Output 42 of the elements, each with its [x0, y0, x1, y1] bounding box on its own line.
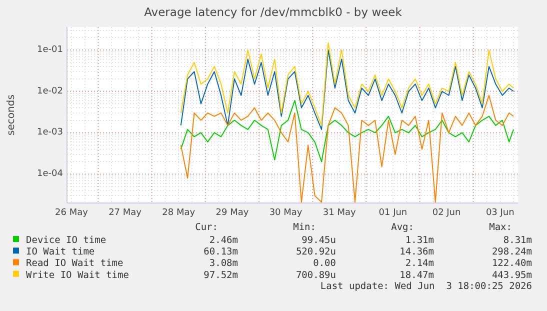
- legend-label: Device IO time: [26, 235, 106, 246]
- text: 0.00: [313, 258, 336, 270]
- x-tick-label: 28 May: [162, 208, 196, 218]
- text: 700.89u: [296, 270, 336, 281]
- legend-label: Read IO Wait time: [26, 258, 124, 270]
- text: 97.52m: [204, 270, 238, 281]
- y-tick-label: 1e-01: [37, 45, 63, 56]
- text: 60.13m: [204, 246, 238, 258]
- text: 520.92u: [296, 246, 336, 258]
- legend-label: IO Wait time: [26, 246, 95, 258]
- text: Cur:: [195, 222, 218, 233]
- text: Avg:: [391, 222, 414, 233]
- y-tick-label: 1e-03: [37, 128, 63, 138]
- x-tick-label: 01 Jun: [378, 208, 408, 218]
- text: 8.31m: [503, 235, 532, 246]
- y-tick-label: 1e-02: [37, 86, 63, 96]
- x-tick-label: 29 May: [216, 208, 250, 218]
- line-series: [180, 94, 514, 203]
- chart-title: Average latency for /dev/mmcblk0 - by week: [144, 5, 402, 19]
- text: Min:: [293, 222, 316, 233]
- text: 14.36m: [400, 246, 434, 258]
- text: 443.95m: [492, 270, 532, 281]
- x-tick-label: 02 Jun: [432, 208, 461, 218]
- x-tick-label: 30 May: [269, 208, 303, 218]
- text: 18.47m: [400, 270, 434, 281]
- x-tick-label: 26 May: [55, 208, 89, 218]
- y-axis-title: seconds: [6, 94, 17, 136]
- text: 3.08m: [209, 258, 238, 270]
- text: Max:: [489, 222, 512, 233]
- text: 1.31m: [405, 235, 434, 246]
- line-series: [180, 100, 514, 162]
- x-tick-label: 03 Jun: [486, 208, 514, 218]
- x-tick-label: 27 May: [108, 208, 142, 218]
- text: 2.46m: [209, 235, 238, 246]
- text: 2.14m: [405, 258, 434, 270]
- text: 99.45u: [302, 235, 336, 246]
- text: Last update: Wed Jun 3 18:00:25 2026: [320, 281, 532, 292]
- text: 122.40m: [492, 258, 532, 270]
- y-tick-label: 1e-04: [37, 169, 64, 180]
- text: 298.24m: [492, 246, 532, 258]
- legend-label: Write IO Wait time: [26, 270, 130, 281]
- x-tick-label: 31 May: [322, 208, 357, 218]
